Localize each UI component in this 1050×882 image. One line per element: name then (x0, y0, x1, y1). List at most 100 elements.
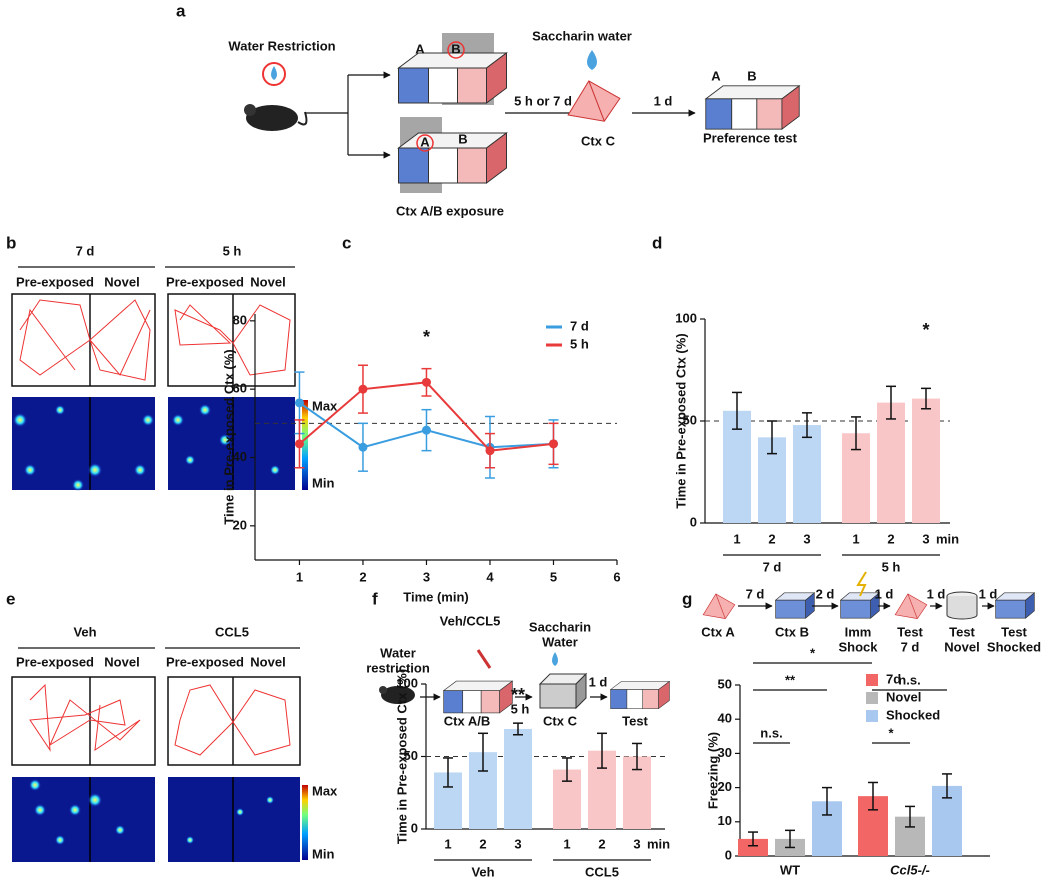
context-box (397, 52, 508, 104)
label: A (420, 134, 430, 149)
interval-label: 1 d (927, 586, 946, 601)
x-tick-label: 4 (486, 569, 494, 584)
y-axis-label: Time in Pre-exposed Ctx (%) (221, 349, 236, 524)
arena (11, 293, 156, 387)
point (548, 439, 558, 449)
mouse-icon (246, 105, 298, 131)
x-tick-label: 3 (423, 569, 430, 584)
y-tick-label: 50 (718, 676, 732, 691)
x-tick-label: 1 (733, 531, 740, 546)
y-axis-label: Time in Pre-exposed Ctx (%) (673, 333, 688, 508)
zone: Novel (104, 654, 139, 669)
heatmap (12, 397, 155, 490)
colorbar (302, 785, 308, 860)
group-label: 7 d (763, 559, 782, 574)
colorbar-label: Max (312, 783, 338, 798)
point (358, 384, 368, 394)
x-tick-label: WT (780, 862, 800, 877)
annotation: ** (511, 685, 525, 705)
zone: Pre-exposed (166, 274, 244, 289)
label: Saccharin (529, 619, 591, 634)
interval-label: 7 d (746, 586, 765, 601)
x-tick-label: 1 (296, 569, 303, 584)
trajectory (19, 299, 151, 381)
label: Saccharin water (532, 28, 632, 43)
context-icon (946, 596, 978, 620)
y-tick-label: 100 (396, 675, 418, 690)
schematic-a: Water Restriction A B A B Ctx A/B exposu… (228, 28, 800, 218)
y-axis-label: Time in Pre-exposed Ctx (%) (394, 669, 409, 844)
legend-swatch (866, 674, 878, 686)
zone: Novel (104, 274, 139, 289)
label: B (747, 68, 756, 83)
condition: Veh (73, 624, 96, 639)
legend-swatch (866, 692, 878, 704)
x-tick-label: 3 (633, 836, 640, 851)
syringe-icon (476, 649, 492, 669)
mouse-icon (379, 686, 387, 694)
mouse-icon (244, 104, 256, 116)
bar (877, 402, 905, 523)
legend-swatch (866, 710, 878, 722)
label: Water (380, 645, 416, 660)
zone: Novel (250, 654, 285, 669)
heatmap (13, 405, 154, 491)
y-tick-label: 0 (690, 514, 697, 529)
heatmap (29, 779, 125, 845)
context-icon (840, 592, 880, 619)
step-label: Ctx A (701, 624, 735, 639)
x-tick-label: 3 (803, 531, 810, 546)
legend-label: 7d (886, 671, 901, 686)
bar (504, 728, 532, 829)
trajectory (174, 684, 291, 756)
panel-label: e (6, 589, 15, 608)
step-label: Imm (845, 624, 872, 639)
context-box (443, 680, 513, 714)
context-c (567, 80, 621, 122)
group-label: Veh (471, 864, 494, 879)
context-icon (775, 592, 815, 619)
point (421, 377, 431, 387)
x-tick-label: Ccl5-/- (890, 862, 930, 877)
step-label: Test (1001, 624, 1027, 639)
panel-label: f (372, 589, 378, 608)
legend-label: Novel (886, 689, 921, 704)
bar (738, 838, 768, 856)
arena (167, 293, 296, 387)
heatmap (12, 777, 155, 862)
y-tick-label: 30 (718, 745, 732, 760)
icon (262, 62, 286, 86)
interval-label: 2 d (816, 586, 835, 601)
zone: Pre-exposed (16, 274, 94, 289)
colorbar-label: Min (312, 846, 334, 861)
label: Test (622, 713, 648, 728)
label: Ctx C (581, 133, 616, 148)
label: Veh/CCL5 (440, 613, 501, 628)
panel-label: c (342, 233, 351, 252)
x-tick-label: 2 (479, 836, 486, 851)
significance-label: * (810, 645, 816, 660)
context-c (539, 683, 577, 709)
schematic-f: Water restriction Veh/CCL5 5 h Saccharin… (366, 613, 670, 728)
group-label: CCL5 (585, 864, 619, 879)
context-box (610, 681, 670, 709)
significance-label: ** (785, 672, 796, 687)
y-tick-label: 40 (233, 449, 247, 464)
bar (793, 425, 821, 523)
step-label: Test (897, 624, 923, 639)
significance-label: * (888, 725, 894, 740)
label: Preference test (703, 130, 798, 145)
zone: Novel (250, 274, 285, 289)
x-tick-label: 2 (598, 836, 605, 851)
panel-e: Veh Pre-exposed Novel CCL5 Pre-exposed N… (11, 624, 338, 862)
label: Water Restriction (228, 38, 335, 53)
label: B (458, 131, 467, 146)
point (421, 425, 431, 435)
y-tick-label: 60 (233, 381, 247, 396)
icon (416, 134, 434, 152)
icon (587, 50, 597, 70)
label: Ctx A/B exposure (396, 203, 504, 218)
y-tick-label: 0 (725, 847, 732, 862)
label: B (451, 41, 460, 56)
colorbar-label: Max (312, 398, 338, 413)
